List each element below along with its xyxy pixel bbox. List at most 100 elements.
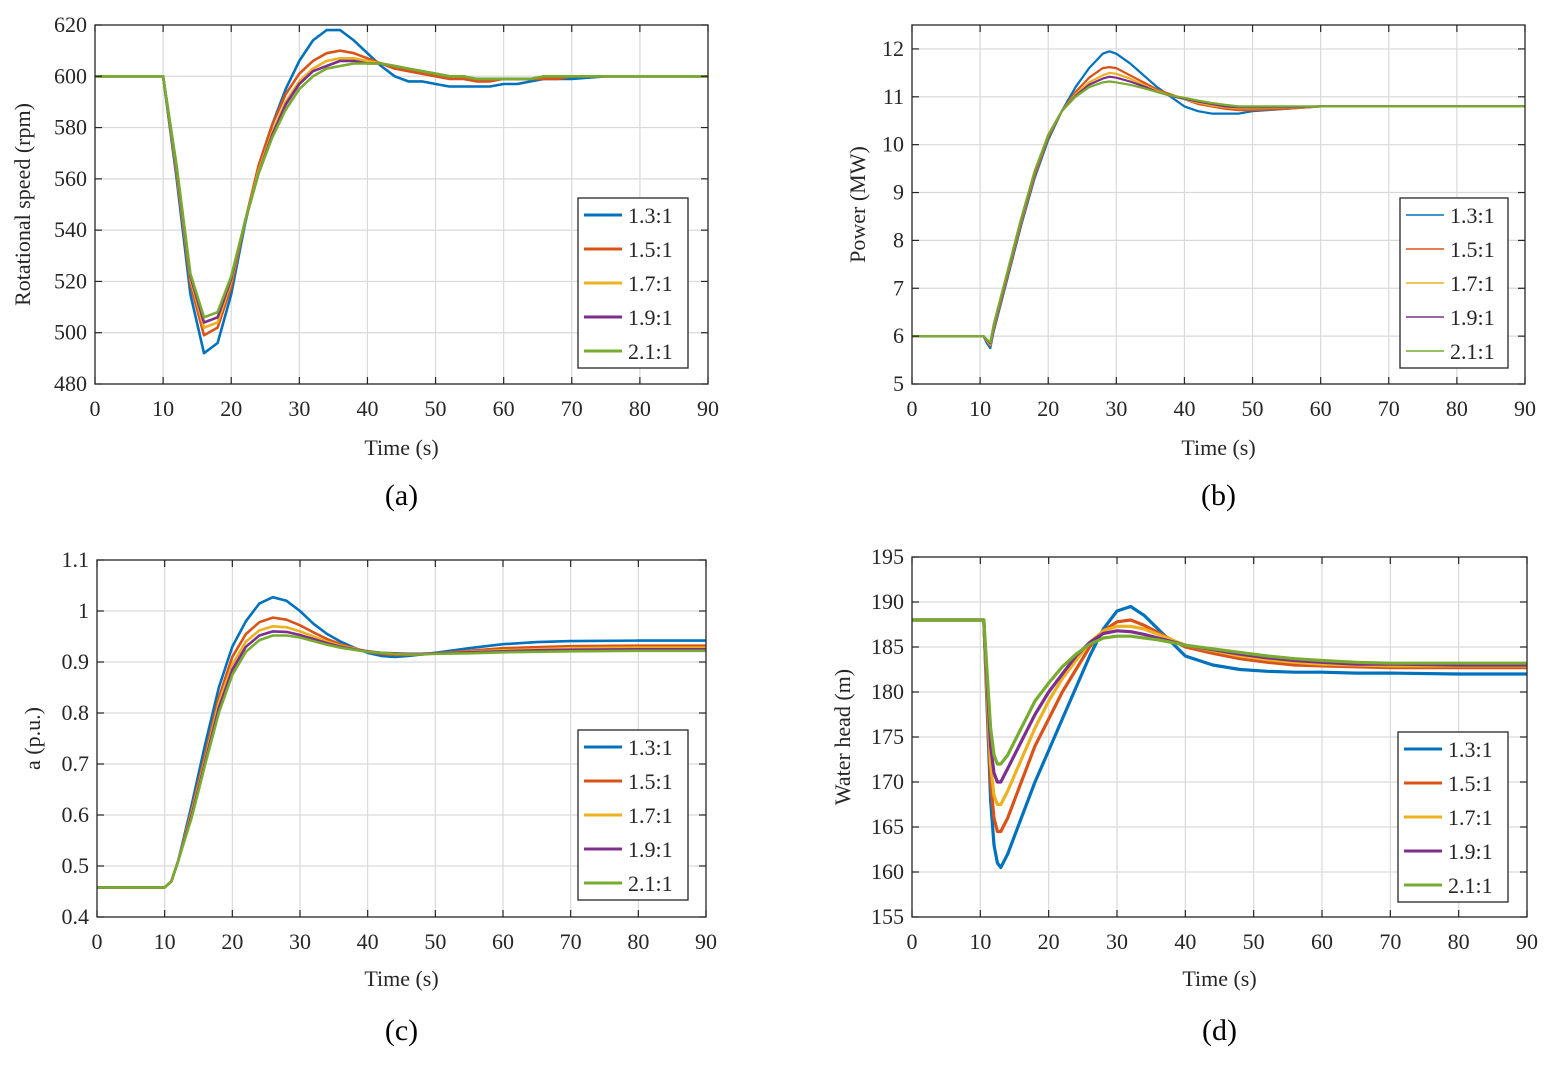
legend-entry-label: 1.3:1: [1450, 203, 1495, 228]
legend-entry-label: 1.5:1: [628, 769, 673, 794]
legend-entry-label: 1.5:1: [1450, 237, 1495, 262]
series-line-2-1-1: [912, 618, 1527, 766]
legend-entry-label: 1.7:1: [628, 803, 673, 828]
x-tick-label: 80: [627, 929, 649, 954]
panel-label: (a): [385, 479, 418, 512]
x-tick-label: 10: [154, 929, 176, 954]
x-axis-label: Time (s): [1181, 435, 1255, 460]
x-tick-label: 40: [1174, 929, 1196, 954]
legend-entry-label: 1.5:1: [628, 237, 673, 262]
x-tick-label: 40: [356, 396, 378, 421]
series-line-2-1-1: [912, 80, 1525, 344]
series-line-2-1-1: [97, 634, 706, 889]
legend-entry-label: 1.9:1: [628, 837, 673, 862]
y-tick-label: 5: [893, 371, 904, 396]
axes-box: [96, 559, 707, 918]
y-tick-label: 0.7: [62, 751, 90, 776]
x-tick-label: 50: [1243, 929, 1265, 954]
series-line-1-9-1: [912, 618, 1527, 784]
y-axis-label: Power (MW): [845, 146, 870, 263]
chart-panel-b: 0 10 20 30 40 50 60 70 80 90 5 6 7 8 9 10 11 12 Time (s) Po…: [845, 24, 1536, 512]
x-tick-label: 20: [220, 396, 242, 421]
y-tick-label: 600: [54, 63, 87, 88]
y-tick-label: 0.8: [62, 700, 90, 725]
y-tick-label: 12: [882, 36, 904, 61]
y-tick-label: 500: [54, 320, 87, 345]
legend-entry-label: 1.9:1: [1450, 305, 1495, 330]
x-tick-label: 70: [1379, 929, 1401, 954]
x-tick-label: 30: [1105, 396, 1127, 421]
x-tick-label: 90: [697, 396, 719, 421]
panel-label: (c): [385, 1014, 418, 1047]
legend-entry-label: 1.3:1: [628, 203, 673, 228]
y-tick-label: 9: [893, 180, 904, 205]
x-tick-label: 60: [492, 929, 514, 954]
x-tick-label: 70: [1378, 396, 1400, 421]
legend-entry-label: 2.1:1: [628, 339, 673, 364]
legend: 1.3:1 1.5:1 1.7:1 1.9:1 2.1:1: [577, 197, 689, 369]
y-tick-label: 1.1: [62, 547, 90, 572]
legend-entry-label: 1.3:1: [628, 735, 673, 760]
legend: 1.3:1 1.5:1 1.7:1 1.9:1 2.1:1: [577, 729, 689, 901]
legend-entry-label: 1.7:1: [628, 271, 673, 296]
y-tick-label: 160: [871, 859, 904, 884]
y-axis-label: Rotational speed (rpm): [10, 103, 35, 306]
x-tick-label: 60: [493, 396, 515, 421]
y-tick-label: 1: [78, 598, 89, 623]
y-axis-label: a (p.u.): [20, 707, 45, 770]
x-tick-label: 30: [288, 396, 310, 421]
y-tick-label: 11: [883, 84, 904, 109]
legend-entry-label: 2.1:1: [1448, 873, 1493, 898]
y-tick-label: 0.9: [62, 649, 90, 674]
legend: 1.3:1 1.5:1 1.7:1 1.9:1 2.1:1: [1397, 731, 1509, 903]
x-tick-label: 20: [1038, 929, 1060, 954]
x-tick-label: 50: [425, 396, 447, 421]
x-tick-label: 90: [1516, 929, 1538, 954]
x-tick-label: 0: [907, 929, 918, 954]
chart-panel-c: 0 10 20 30 40 50 60 70 80 90 0.4 0.5 0.6 0.7 0.8 0.9 1 1.…: [20, 547, 717, 1047]
x-tick-label: 40: [357, 929, 379, 954]
x-tick-label: 50: [1242, 396, 1264, 421]
y-tick-label: 0.4: [62, 904, 90, 929]
legend-entry-label: 2.1:1: [628, 871, 673, 896]
legend-entry-label: 2.1:1: [1450, 339, 1495, 364]
axes-box: [94, 24, 709, 385]
chart-panel-a: 0 10 20 30 40 50 60 70 80 90 480 500 520 540 560 580 600…: [10, 12, 719, 512]
chart-panel-d: 0 10 20 30 40 50 60 70 80 90 155 160 165 170 175 180 185…: [830, 544, 1538, 1047]
x-tick-label: 10: [969, 396, 991, 421]
y-tick-label: 480: [54, 371, 87, 396]
x-tick-label: 80: [1446, 396, 1468, 421]
y-tick-label: 185: [871, 634, 904, 659]
y-tick-label: 0.5: [62, 853, 90, 878]
y-tick-label: 155: [871, 904, 904, 929]
series-line-1-7-1: [912, 618, 1527, 807]
y-tick-label: 195: [871, 544, 904, 569]
series-line-1-3-1: [97, 595, 706, 889]
x-axis-label: Time (s): [364, 966, 438, 991]
y-tick-label: 7: [893, 275, 904, 300]
legend-entry-label: 1.7:1: [1448, 805, 1493, 830]
y-tick-label: 170: [871, 769, 904, 794]
legend-entry-label: 1.3:1: [1448, 737, 1493, 762]
y-tick-label: 540: [54, 217, 87, 242]
x-tick-label: 70: [561, 396, 583, 421]
y-tick-label: 560: [54, 166, 87, 191]
y-tick-label: 6: [893, 323, 904, 348]
series-line-2-1-1: [95, 62, 708, 319]
y-tick-label: 190: [871, 589, 904, 614]
legend: 1.3:1 1.5:1 1.7:1 1.9:1 2.1:1: [1399, 197, 1509, 369]
panel-label: (d): [1202, 1014, 1237, 1047]
x-tick-label: 0: [90, 396, 101, 421]
y-tick-label: 620: [54, 12, 87, 37]
x-tick-label: 0: [92, 929, 103, 954]
y-tick-label: 520: [54, 268, 87, 293]
y-tick-label: 0.6: [62, 802, 90, 827]
x-tick-label: 20: [221, 929, 243, 954]
x-axis-label: Time (s): [1182, 966, 1256, 991]
x-tick-label: 30: [1106, 929, 1128, 954]
legend-entry-label: 1.9:1: [1448, 839, 1493, 864]
legend-entry-label: 1.9:1: [628, 305, 673, 330]
x-tick-label: 10: [152, 396, 174, 421]
x-tick-label: 60: [1310, 396, 1332, 421]
x-tick-label: 30: [289, 929, 311, 954]
